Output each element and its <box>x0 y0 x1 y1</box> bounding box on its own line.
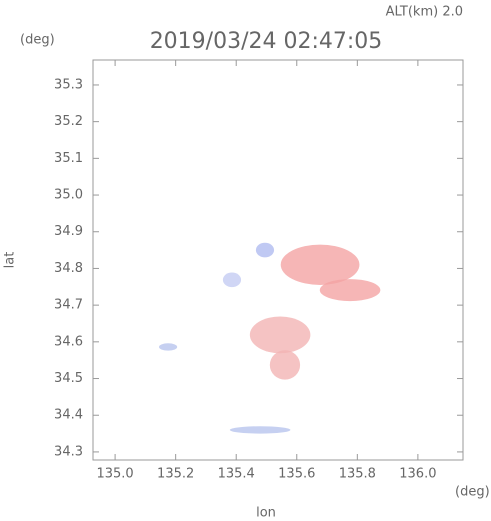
x-unit: (deg) <box>455 485 490 500</box>
y-tick-label: 34.6 <box>54 334 83 349</box>
y-tick-label: 34.9 <box>54 224 83 239</box>
y-tick-label: 34.5 <box>54 371 83 386</box>
echo <box>255 242 275 258</box>
plot-frame <box>92 59 464 461</box>
y-unit: (deg) <box>20 33 55 48</box>
x-tick-label: 136.0 <box>399 467 436 482</box>
altitude: ALT(km) 2.0 <box>386 5 463 20</box>
x-tick-label: 135.8 <box>339 467 376 482</box>
y-tick-label: 35.0 <box>54 188 83 203</box>
x-tick-label: 135.0 <box>96 467 133 482</box>
x-axis-label: lon <box>256 506 276 521</box>
y-tick-label: 34.8 <box>54 261 83 276</box>
y-tick-label: 34.3 <box>54 444 83 459</box>
echo <box>249 316 311 354</box>
echo <box>319 279 381 302</box>
chart-title: 2019/03/24 02:47:05 <box>150 29 383 54</box>
echo <box>280 244 360 285</box>
y-tick-label: 35.1 <box>54 151 83 166</box>
y-tick-label: 35.2 <box>54 114 83 129</box>
x-tick-label: 135.6 <box>278 467 315 482</box>
y-axis-label: lat <box>3 252 18 269</box>
x-tick-label: 135.2 <box>157 467 194 482</box>
echo <box>269 350 301 380</box>
echo <box>229 426 291 434</box>
y-tick-label: 34.7 <box>54 298 83 313</box>
x-tick-label: 135.4 <box>218 467 255 482</box>
echo <box>222 272 242 288</box>
y-tick-label: 34.4 <box>54 408 83 423</box>
y-tick-label: 35.3 <box>54 77 83 92</box>
echo <box>159 343 178 351</box>
